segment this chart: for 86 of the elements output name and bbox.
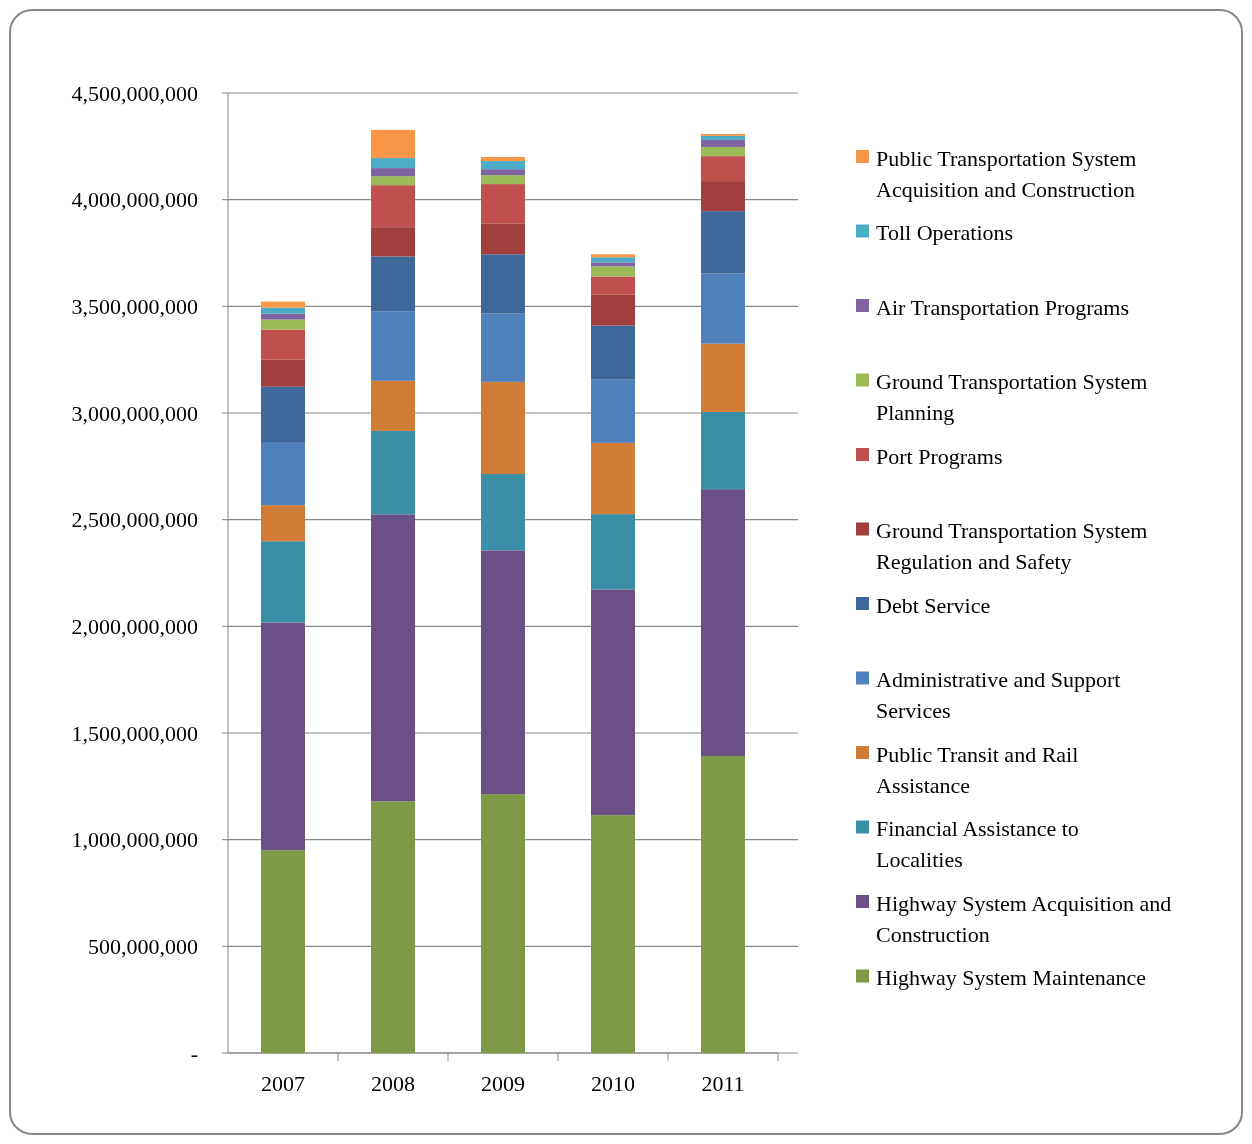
bar — [591, 325, 635, 380]
legend-label: Administrative and Support Services — [876, 667, 1121, 723]
bar — [481, 794, 525, 1053]
legend-label: Highway System Maintenance — [876, 965, 1147, 991]
bar — [481, 223, 525, 255]
bar — [261, 442, 305, 506]
bar — [701, 489, 745, 757]
bar — [371, 380, 415, 431]
bar — [371, 129, 415, 159]
bar — [261, 541, 305, 623]
bar — [481, 550, 525, 795]
bar — [481, 381, 525, 475]
legend-label: Highway System Acquisition and Construction — [876, 890, 1172, 947]
legend-label: Public Transportation System Acquisition and Construction — [876, 145, 1137, 202]
legend-label: Financial Assistance to Localities — [876, 816, 1079, 872]
bar — [261, 622, 305, 851]
bar — [481, 161, 525, 170]
y-tick-label: 4,000,000,000 — [71, 187, 198, 213]
x-tick-label: 2008 — [371, 1071, 415, 1096]
bar — [701, 343, 745, 412]
bar — [371, 185, 415, 228]
bar — [701, 411, 745, 490]
bar — [261, 505, 305, 542]
legend-label: Public Transit and Rail Assistance — [876, 741, 1079, 798]
bar — [591, 379, 635, 443]
bar — [261, 359, 305, 387]
y-tick-label: 2,500,000,000 — [71, 507, 198, 533]
bar — [481, 184, 525, 224]
bar — [701, 156, 745, 182]
bar — [261, 313, 305, 320]
bar — [371, 227, 415, 257]
bar — [701, 273, 745, 344]
bar — [701, 139, 745, 147]
bar — [591, 276, 635, 295]
y-tick-label: 4,500,000,000 — [71, 80, 198, 106]
bar — [591, 257, 635, 263]
bar — [591, 442, 635, 515]
y-tick-label: 3,000,000,000 — [71, 400, 198, 426]
bar — [371, 168, 415, 177]
bar — [591, 815, 635, 1053]
legend-label: Ground Transportation System Regulation and Safety — [876, 518, 1148, 574]
bar — [591, 262, 635, 267]
y-tick-label: 3,500,000,000 — [71, 294, 198, 320]
bar — [591, 254, 635, 258]
bar — [261, 301, 305, 308]
bar — [261, 307, 305, 314]
x-tick-label: 2011 — [701, 1071, 745, 1096]
legend-label: Port Programs — [876, 443, 1003, 469]
legend-label: Ground Transportation System Planning — [876, 369, 1148, 425]
y-tick-label: 1,500,000,000 — [71, 720, 198, 746]
x-tick-label: 2009 — [481, 1071, 525, 1096]
legend-label: Air Transportation Programs — [876, 294, 1129, 320]
bar — [261, 319, 305, 330]
bar — [591, 294, 635, 326]
bar — [481, 175, 525, 185]
bar — [481, 169, 525, 176]
bar — [701, 181, 745, 212]
bar — [701, 211, 745, 274]
bar — [371, 514, 415, 802]
legend-label: Toll Operations — [876, 220, 1014, 246]
bar — [261, 386, 305, 443]
bar — [371, 158, 415, 169]
bar — [701, 146, 745, 157]
bar — [481, 313, 525, 382]
legend-label: Debt Service — [876, 592, 991, 618]
bar — [371, 256, 415, 312]
bar — [481, 157, 525, 162]
bar — [591, 589, 635, 816]
bar — [481, 254, 525, 314]
bar — [371, 430, 415, 515]
y-tick-label: 2,000,000,000 — [71, 614, 198, 640]
y-tick-label: 500,000,000 — [88, 934, 198, 960]
bar — [701, 135, 745, 140]
bar — [371, 801, 415, 1053]
y-tick-label: 1,000,000,000 — [71, 827, 198, 853]
bar — [701, 756, 745, 1053]
bar — [371, 311, 415, 381]
bar — [261, 850, 305, 1053]
x-tick-label: 2007 — [261, 1071, 305, 1096]
bar — [371, 176, 415, 186]
y-tick-label: - — [190, 1040, 198, 1066]
bar — [591, 514, 635, 590]
bar — [481, 474, 525, 551]
bar — [261, 329, 305, 360]
x-tick-label: 2010 — [591, 1071, 635, 1096]
bar — [591, 266, 635, 277]
